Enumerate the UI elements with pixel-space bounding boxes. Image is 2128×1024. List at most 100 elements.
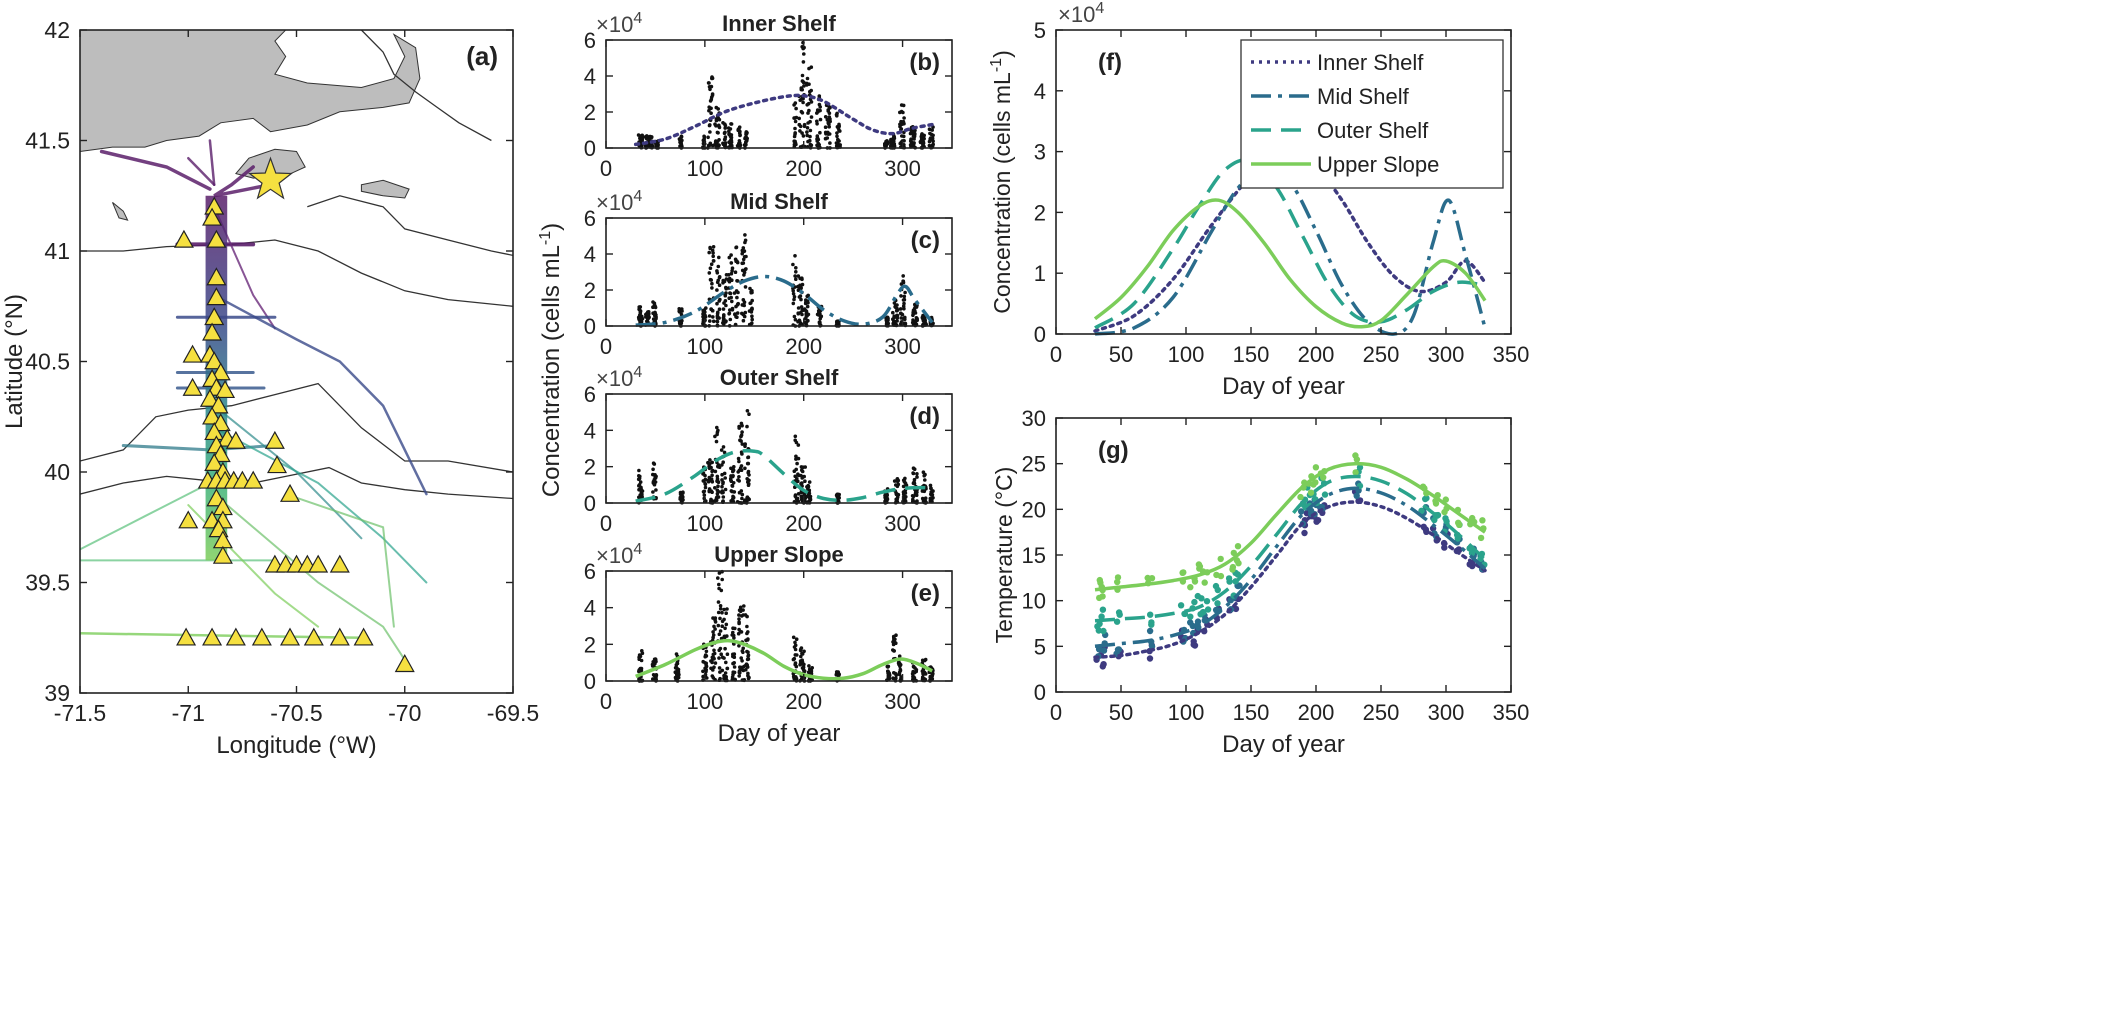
observation-point xyxy=(721,318,726,323)
observation-point xyxy=(739,468,744,473)
observation-point xyxy=(805,130,809,134)
x-tick-label: 100 xyxy=(686,334,723,359)
observation-point xyxy=(743,285,748,289)
observation-point xyxy=(743,142,748,147)
observation-point xyxy=(731,495,736,500)
observation-point xyxy=(735,311,740,315)
temperature-point xyxy=(1307,489,1315,496)
ship-track-17 xyxy=(284,493,395,628)
observation-point xyxy=(808,119,812,124)
observation-point xyxy=(902,294,907,299)
observation-point xyxy=(806,312,811,317)
observation-point xyxy=(746,498,750,502)
observation-point xyxy=(731,633,736,638)
observation-point xyxy=(653,310,657,315)
observation-point xyxy=(681,498,685,502)
y-tick-label: 0 xyxy=(584,669,596,694)
observation-point xyxy=(808,138,812,143)
isobath-0 xyxy=(80,239,513,307)
observation-point xyxy=(888,144,893,148)
x-tick-label: 150 xyxy=(1233,700,1270,725)
y-tick-label: 0 xyxy=(1034,680,1046,705)
station-marker xyxy=(204,452,225,471)
observation-point xyxy=(805,83,809,87)
observation-point xyxy=(741,303,746,307)
observation-point xyxy=(708,319,712,323)
observation-point xyxy=(886,316,890,320)
observation-point xyxy=(895,316,900,320)
observation-point xyxy=(730,299,734,304)
station-marker xyxy=(176,627,197,646)
observation-point xyxy=(793,131,797,135)
observation-point xyxy=(793,494,798,499)
panel-title: Outer Shelf xyxy=(720,365,839,390)
series-line-upper xyxy=(1094,461,1487,592)
observation-point xyxy=(915,475,919,479)
observation-point xyxy=(637,655,641,660)
observation-point xyxy=(738,129,742,134)
y-tick-label: 6 xyxy=(584,382,596,407)
observation-point xyxy=(652,477,657,482)
y-tick-label: 5 xyxy=(1034,18,1046,43)
observation-point xyxy=(791,262,795,267)
observation-point xyxy=(729,122,734,126)
temperature-point xyxy=(1100,627,1107,635)
y-tick-label: 4 xyxy=(584,242,596,267)
observation-point xyxy=(727,132,732,136)
observation-point xyxy=(701,321,705,326)
isobath-3 xyxy=(360,30,492,142)
observation-point xyxy=(740,452,744,456)
observation-point xyxy=(707,487,712,491)
observation-point xyxy=(732,490,737,494)
observation-point xyxy=(807,664,811,668)
y-tick-label: 40 xyxy=(44,459,70,485)
observation-point xyxy=(740,442,745,446)
observation-point xyxy=(730,266,735,271)
observation-point xyxy=(800,73,805,78)
y-axis-label: Latitude (°N) xyxy=(1,294,28,429)
x-tick-label: -71 xyxy=(172,700,205,726)
observation-point xyxy=(799,297,803,302)
observation-point xyxy=(715,143,720,148)
x-tick-label: 0 xyxy=(600,334,612,359)
temperature-point xyxy=(1098,613,1105,620)
station-marker xyxy=(210,362,231,381)
observation-point xyxy=(726,126,731,130)
observation-point xyxy=(746,657,751,661)
observation-point xyxy=(795,499,800,503)
observation-point xyxy=(729,478,733,483)
observation-point xyxy=(707,250,711,255)
observation-point xyxy=(823,130,828,135)
observation-point xyxy=(712,656,716,661)
panel-title: Upper Slope xyxy=(714,542,844,567)
observation-point xyxy=(730,484,735,488)
observation-point xyxy=(816,309,821,313)
temperature-point xyxy=(1113,618,1121,625)
observation-point xyxy=(891,640,895,644)
observation-point xyxy=(805,126,810,130)
observation-point xyxy=(723,137,727,141)
observation-point xyxy=(709,262,714,267)
observation-point xyxy=(708,266,713,271)
observation-point xyxy=(720,478,724,482)
observation-point xyxy=(709,97,714,102)
y-tick-label: 2 xyxy=(584,632,596,657)
observation-point xyxy=(720,577,724,582)
station-marker xyxy=(353,627,374,646)
x-tick-label: 350 xyxy=(1493,700,1530,725)
observation-point xyxy=(891,310,895,315)
temperature-point xyxy=(1422,495,1429,503)
observation-point xyxy=(710,490,714,495)
observation-point xyxy=(802,80,806,85)
observation-point xyxy=(713,469,718,474)
observation-point xyxy=(651,490,655,494)
observation-point xyxy=(723,671,728,675)
observation-point xyxy=(652,305,656,309)
observation-point xyxy=(717,656,721,660)
x-tick-label: 200 xyxy=(785,511,822,536)
observation-point xyxy=(793,317,798,322)
observation-point xyxy=(717,632,722,637)
observation-point xyxy=(928,483,933,488)
observation-point xyxy=(723,141,728,145)
